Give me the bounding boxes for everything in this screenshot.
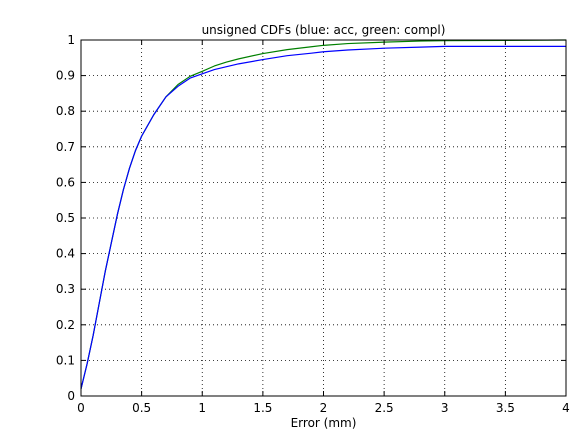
y-tick-label: 0.9	[56, 69, 75, 83]
y-tick-label: 0.1	[56, 353, 75, 367]
x-tick-label: 1.5	[253, 401, 272, 415]
y-tick-label: 0.7	[56, 140, 75, 154]
x-tick-label: 0	[77, 401, 85, 415]
x-tick-label: 2.5	[375, 401, 394, 415]
series-line-blue	[80, 45, 566, 390]
chart-title: unsigned CDFs (blue: acc, green: compl)	[202, 23, 446, 37]
y-tick-label: 0.2	[56, 318, 75, 332]
grid-lines	[81, 40, 566, 396]
tick-labels: 0 0.5 1 1.5 2 2.5 3 3.5 4 0 0.1 0.2 0.3 0.4 0.5 0.6 0.7 0…	[56, 33, 570, 415]
x-tick-label: 3	[441, 401, 449, 415]
x-axis-label: Error (mm)	[291, 416, 357, 430]
x-tick-label: 4	[562, 401, 570, 415]
x-tick-label: 3.5	[496, 401, 515, 415]
data-series	[80, 39, 567, 390]
y-tick-label: 0.5	[56, 211, 75, 225]
y-tick-label: 0	[67, 389, 75, 403]
y-tick-label: 0.6	[56, 175, 75, 189]
y-tick-label: 0.3	[56, 282, 75, 296]
y-tick-label: 1	[67, 33, 75, 47]
plot-frame	[80, 39, 567, 397]
y-tick-label: 0.8	[56, 104, 75, 118]
x-tick-label: 1	[198, 401, 206, 415]
x-tick-label: 0.5	[132, 401, 151, 415]
y-tick-label: 0.4	[56, 247, 75, 261]
x-tick-label: 2	[320, 401, 328, 415]
